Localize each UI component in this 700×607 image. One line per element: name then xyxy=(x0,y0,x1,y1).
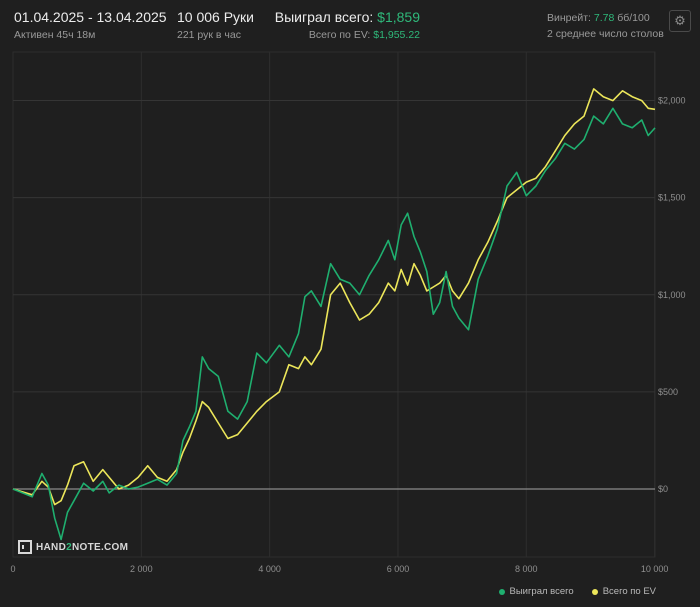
x-tick-label: 0 xyxy=(10,564,15,574)
series-line-ev xyxy=(12,88,656,506)
y-tick-label: $1,500 xyxy=(658,193,686,203)
chart-legend: Выиграл всего Всего по EV xyxy=(498,586,656,597)
hands-count: 10 006 Руки xyxy=(177,9,254,25)
y-tick-label: $500 xyxy=(658,387,678,397)
legend-label-won: Выиграл всего xyxy=(509,586,574,597)
session-info: 01.04.2025 - 13.04.2025 Активен 45ч 18м xyxy=(14,9,167,41)
hand2note-logo-icon xyxy=(18,540,32,554)
x-tick-label: 4 000 xyxy=(258,564,281,574)
avg-tables: 2 среднее число столов xyxy=(547,28,664,40)
active-time: Активен 45ч 18м xyxy=(14,29,96,41)
winrate-info: Винрейт: 7.78 бб/100 2 среднее число сто… xyxy=(547,12,664,40)
x-tick-label: 6 000 xyxy=(387,564,410,574)
winnings-info: Выиграл всего: $1,859 Всего по EV: $1,95… xyxy=(262,9,420,41)
y-tick-label: $0 xyxy=(658,484,668,494)
watermark-prefix: HAND xyxy=(36,541,67,553)
watermark-digit: 2 xyxy=(66,541,72,553)
legend-dot-won xyxy=(498,588,505,595)
hands-per-hour: 221 рук в час xyxy=(177,29,241,41)
x-tick-label: 2 000 xyxy=(130,564,153,574)
y-tick-label: $1,000 xyxy=(658,290,686,300)
winrate-value: 7.78 xyxy=(593,12,615,24)
ev-label: Всего по EV: xyxy=(308,29,371,41)
legend-item-won[interactable]: Выиграл всего xyxy=(498,586,574,597)
legend-dot-ev xyxy=(591,588,598,595)
hand2note-watermark: HAND2NOTE.COM xyxy=(18,540,128,554)
gear-icon: ⚙ xyxy=(674,13,686,28)
legend-item-ev[interactable]: Всего по EV xyxy=(591,586,656,597)
hands-info: 10 006 Руки 221 рук в час xyxy=(177,9,254,41)
watermark-suffix: NOTE.COM xyxy=(71,541,129,553)
settings-button[interactable]: ⚙ xyxy=(669,10,691,32)
series-line-won xyxy=(12,107,656,541)
ev-value: $1,955.22 xyxy=(373,29,420,41)
won-value: $1,859 xyxy=(377,9,420,25)
won-label: Выиграл всего: xyxy=(274,9,374,25)
stats-header: 01.04.2025 - 13.04.2025 Активен 45ч 18м … xyxy=(0,0,700,50)
winrate-label: Винрейт: xyxy=(547,12,591,24)
plot-area xyxy=(12,51,656,558)
winrate-unit: бб/100 xyxy=(617,12,650,24)
x-tick-label: 10 000 xyxy=(641,564,669,574)
date-range: 01.04.2025 - 13.04.2025 xyxy=(14,9,167,25)
y-tick-label: $2,000 xyxy=(658,96,686,106)
legend-label-ev: Всего по EV xyxy=(602,586,656,597)
x-tick-label: 8 000 xyxy=(515,564,538,574)
